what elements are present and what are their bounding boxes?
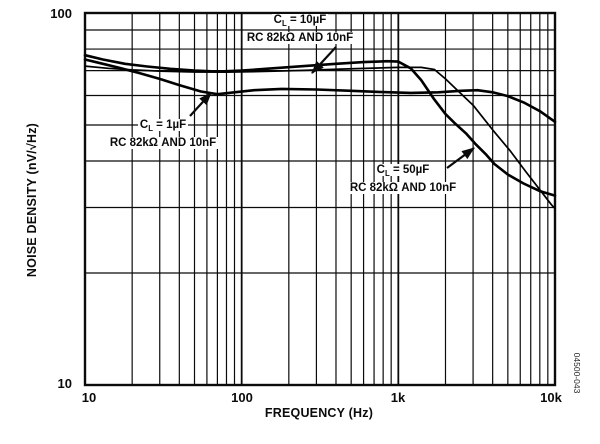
annotation-text: C [139, 119, 149, 131]
curve-cl-50uf [83, 53, 557, 197]
annotation-cl-50uf: CL = 50µF RC 82kΩ AND 10nF [308, 163, 498, 195]
annotation-text: C [376, 164, 385, 176]
annotation-arrow-1uf [189, 92, 212, 117]
x-tick-100: 100 [231, 390, 253, 405]
annotation-sub: L [281, 19, 287, 29]
annotation-text: RC 82kΩ AND 10nF [107, 137, 219, 150]
y-tick-10: 10 [57, 376, 72, 391]
annotation-text: C [273, 14, 282, 26]
annotation-sub: L [384, 169, 390, 179]
y-tick-100: 100 [50, 6, 72, 21]
annotation-text: RC 82kΩ AND 10nF [244, 32, 356, 45]
annotation-cl-1uf: CL = 1µF RC 82kΩ AND 10nF [68, 118, 258, 150]
x-tick-1k: 1k [390, 390, 406, 405]
x-tick-10: 10 [81, 390, 97, 405]
annotation-text: = 50µF [389, 164, 430, 176]
annotation-text: = 10µF [286, 14, 327, 26]
annotation-text: RC 82kΩ AND 10nF [347, 182, 459, 195]
annotation-text: = 1µF [152, 119, 187, 131]
annotation-arrow-10uf [311, 46, 337, 74]
figure-code: 04500-043 [572, 352, 582, 394]
annotation-arrow-50uf [446, 147, 475, 169]
curve-cl-1uf [83, 58, 557, 124]
y-axis-title: NOISE DENSITY (nV/√Hz) [25, 122, 39, 278]
x-axis-title: FREQUENCY (Hz) [264, 406, 374, 420]
x-tick-10k: 10k [540, 390, 562, 405]
annotation-cl-10uf: CL = 10µF RC 82kΩ AND 10nF [205, 13, 395, 45]
plot-frame [83, 11, 557, 387]
annotation-sub: L [148, 124, 153, 134]
